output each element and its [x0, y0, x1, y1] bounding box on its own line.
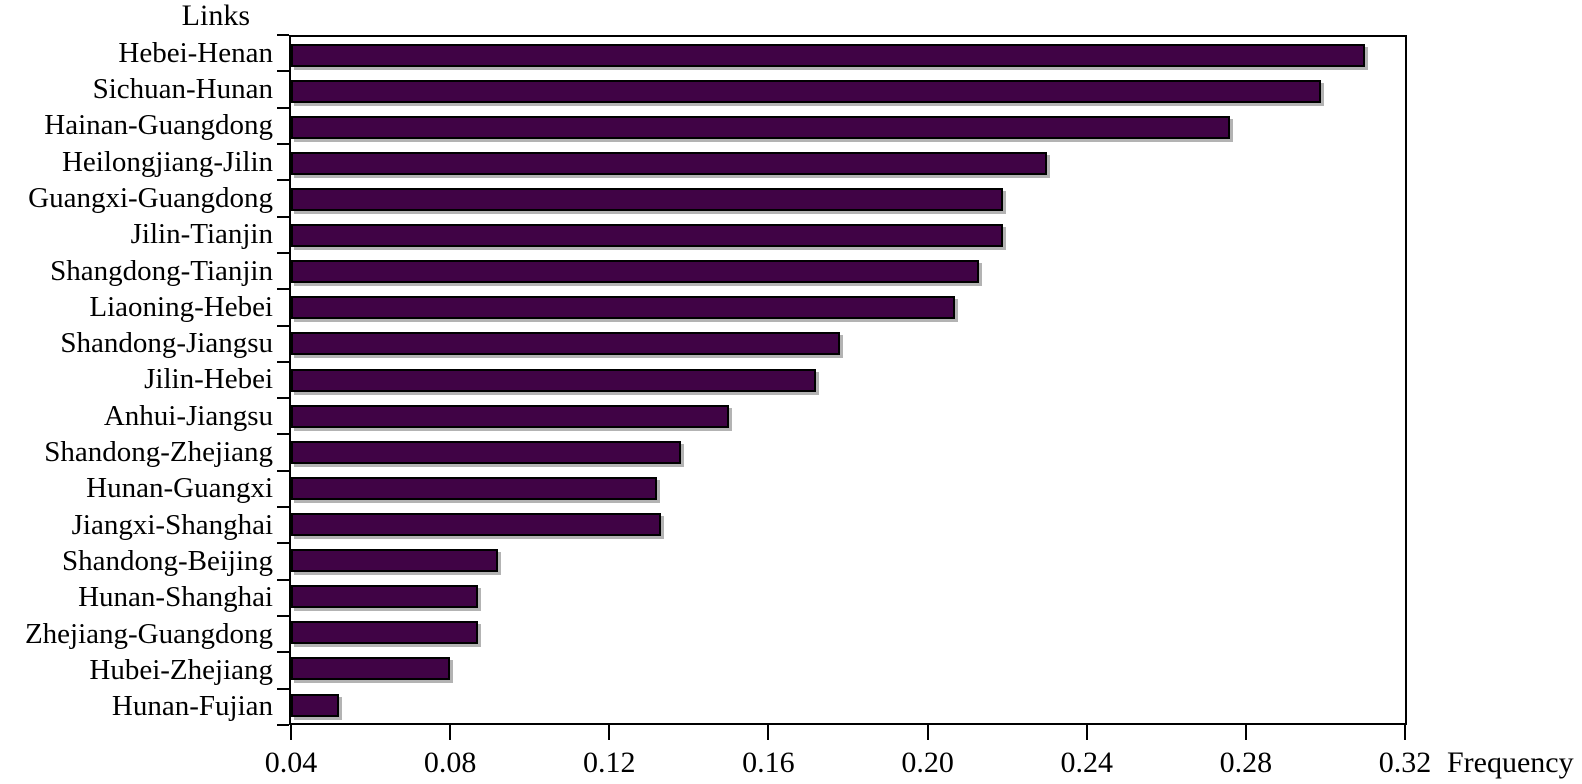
y-axis-label: Hunan-Shanghai [78, 581, 273, 614]
x-tick [926, 725, 929, 740]
bar-row [291, 109, 1405, 145]
y-tick [277, 324, 289, 327]
y-tick [277, 360, 289, 363]
y-axis-label: Hunan-Guangxi [86, 472, 273, 505]
x-tick [290, 725, 292, 740]
y-axis-label: Jilin-Tianjin [130, 218, 273, 251]
x-tick [1404, 725, 1406, 740]
y-axis-label: Hebei-Henan [118, 36, 273, 69]
y-tick [277, 251, 289, 254]
y-tick [277, 34, 289, 36]
bar [291, 332, 841, 356]
y-tick [277, 615, 289, 618]
y-tick [277, 106, 289, 109]
y-axis-label: Shandong-Zhejiang [44, 436, 273, 469]
y-tick [277, 542, 289, 545]
bar-row [291, 434, 1405, 470]
x-tick [608, 725, 611, 740]
bar-row [291, 615, 1405, 651]
y-axis-label: Sichuan-Hunan [92, 72, 273, 105]
bar [291, 260, 980, 284]
y-tick [277, 651, 289, 654]
x-tick-label: 0.24 [1060, 746, 1113, 779]
chart-title: Links [181, 0, 250, 32]
bar [291, 693, 339, 717]
bar-row [291, 73, 1405, 109]
bar-row [291, 543, 1405, 579]
bar [291, 151, 1047, 175]
bar [291, 187, 1004, 211]
y-axis-label: Guangxi-Guangdong [28, 181, 273, 214]
bar [291, 224, 1004, 248]
y-tick [277, 506, 289, 509]
y-tick [277, 397, 289, 400]
y-axis-label: Shandong-Beijing [61, 545, 273, 578]
y-tick [277, 179, 289, 182]
bar-row [291, 326, 1405, 362]
x-tick [1244, 725, 1247, 740]
bar-row [291, 470, 1405, 506]
y-axis-labels: Hebei-Henan Sichuan-Hunan Hainan-Guangdong… [0, 35, 273, 725]
y-axis-label: Hubei-Zhejiang [89, 653, 273, 686]
bar-row [291, 687, 1405, 723]
y-axis-label: Anhui-Jiangsu [103, 399, 273, 432]
y-axis-label: Zhejiang-Guangdong [24, 617, 273, 650]
bar [291, 512, 661, 536]
y-axis-label: Shangdong-Tianjin [50, 254, 273, 287]
bar-row [291, 362, 1405, 398]
y-tick [277, 70, 289, 73]
bar-row [291, 37, 1405, 73]
bar-row [291, 145, 1405, 181]
x-tick [1085, 725, 1088, 740]
bar [291, 476, 658, 500]
bar [291, 440, 681, 464]
bar [291, 404, 729, 428]
bar-row [291, 579, 1405, 615]
x-tick-label: 0.08 [423, 746, 477, 779]
x-tick-label: 0.12 [583, 746, 636, 779]
bar [291, 79, 1322, 103]
x-tick-label: 0.04 [264, 746, 318, 779]
x-tick-label: 0.16 [742, 746, 795, 779]
y-axis-label: Shandong-Jiangsu [60, 327, 273, 360]
bar-row [291, 218, 1405, 254]
y-axis-label: Hainan-Guangdong [44, 109, 273, 142]
y-axis-label: Liaoning-Hebei [89, 290, 273, 323]
y-tick [277, 578, 289, 581]
bar [291, 657, 451, 681]
x-tick-label: 0.20 [901, 746, 954, 779]
bar-row [291, 506, 1405, 542]
bar-row [291, 181, 1405, 217]
y-tick [277, 687, 289, 690]
bar [291, 621, 478, 645]
bar [291, 368, 817, 392]
bar-row [291, 290, 1405, 326]
bar [291, 585, 478, 609]
y-tick [277, 215, 289, 218]
bar [291, 296, 956, 320]
bar-row [291, 398, 1405, 434]
y-tick [277, 288, 289, 291]
x-tick-label: 0.28 [1219, 746, 1273, 779]
y-axis-label: Hunan-Fujian [111, 690, 273, 723]
x-tick [449, 725, 452, 740]
bar [291, 549, 498, 573]
bar-row [291, 651, 1405, 687]
y-axis-label: Heilongjiang-Jilin [61, 145, 273, 178]
bar [291, 115, 1230, 139]
plot-area [289, 35, 1407, 725]
bar-row [291, 254, 1405, 290]
y-axis-label: Jiangxi-Shanghai [71, 508, 273, 541]
y-tick [277, 142, 289, 145]
y-tick [277, 724, 289, 726]
y-tick [277, 433, 289, 436]
x-tick-label: 0.32 [1378, 746, 1432, 779]
bar [291, 43, 1366, 67]
x-axis-title: Frequency [1447, 746, 1574, 779]
y-tick [277, 469, 289, 472]
y-axis-label: Jilin-Hebei [144, 363, 273, 396]
x-tick [767, 725, 770, 740]
